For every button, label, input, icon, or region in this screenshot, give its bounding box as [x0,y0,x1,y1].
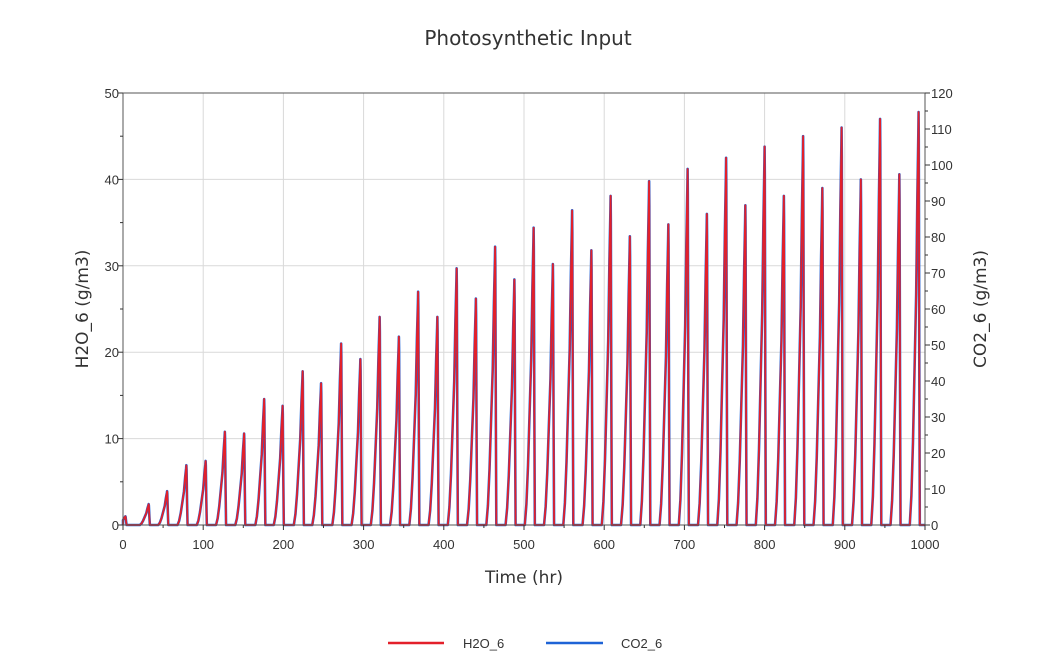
y-right-tick-label-5: 50 [931,338,945,353]
x-tick-label-9: 900 [834,537,856,552]
x-tick-label-8: 800 [754,537,776,552]
grid-lines [123,93,925,525]
y-right-tick-label-4: 40 [931,374,945,389]
y-right-tick-label-11: 110 [931,122,952,137]
y-right-tick-label-8: 80 [931,230,945,245]
x-tick-label-2: 200 [273,537,295,552]
x-axis: 0 100 200 300 400 500 600 700 800 900 1000 [119,525,939,552]
x-tick-label-3: 300 [353,537,375,552]
y-left-tick-label-5: 50 [105,86,119,101]
legend-label-0: H2O_6 [463,636,504,651]
y-right-tick-label-6: 60 [931,302,945,317]
chart-title: Photosynthetic Input [424,26,632,50]
y-right-tick-label-2: 20 [931,446,945,461]
y-left-tick-label-2: 20 [105,345,119,360]
y-axis-left: 0 10 20 30 40 50 [105,86,123,533]
y-axis-right: 0 10 20 30 40 50 60 70 80 90 100 110 120 [925,86,953,533]
y-left-tick-label-3: 30 [105,259,119,274]
x-tick-label-7: 700 [674,537,696,552]
legend: H2O_6 CO2_6 [388,636,662,651]
y-right-tick-label-7: 70 [931,266,945,281]
y-left-tick-label-0: 0 [112,518,119,533]
y-right-tick-label-12: 120 [931,86,953,101]
y-axis-right-title: CO2_6 (g/m3) [971,250,991,368]
y-axis-left-title: H2O_6 (g/m3) [73,250,93,369]
y-left-tick-label-4: 40 [105,172,119,187]
y-right-tick-label-0: 0 [931,518,938,533]
x-axis-title: Time (hr) [484,568,563,588]
x-tick-label-4: 400 [433,537,455,552]
x-tick-label-6: 600 [593,537,615,552]
x-tick-label-0: 0 [119,537,126,552]
y-right-tick-label-3: 30 [931,410,945,425]
x-tick-label-5: 500 [513,537,535,552]
legend-label-1: CO2_6 [621,636,662,651]
x-tick-label-10: 1000 [911,537,940,552]
y-right-tick-label-9: 90 [931,194,945,209]
y-left-tick-label-1: 10 [105,432,119,447]
y-right-tick-label-10: 100 [931,158,953,173]
y-right-tick-label-1: 10 [931,482,945,497]
x-tick-label-1: 100 [192,537,214,552]
